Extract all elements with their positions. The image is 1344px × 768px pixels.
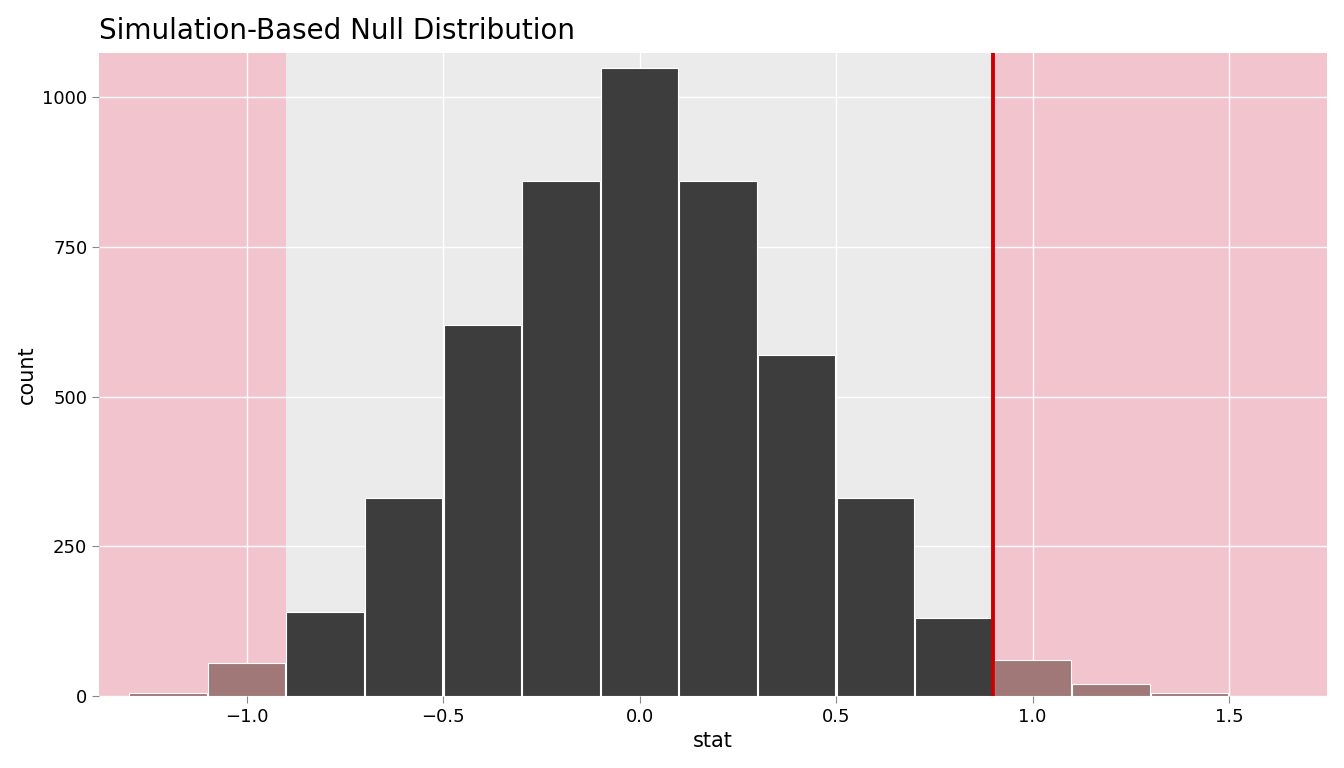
Bar: [758, 355, 836, 696]
Bar: [286, 612, 364, 696]
Bar: [444, 325, 521, 696]
Bar: [208, 663, 285, 696]
Bar: [1150, 693, 1228, 696]
Bar: [680, 181, 757, 696]
X-axis label: stat: stat: [694, 731, 734, 751]
Bar: [1073, 684, 1150, 696]
Bar: [993, 52, 1328, 696]
Bar: [837, 498, 914, 696]
Bar: [915, 618, 993, 696]
Text: Simulation-Based Null Distribution: Simulation-Based Null Distribution: [99, 17, 575, 45]
Y-axis label: count: count: [16, 345, 36, 403]
Bar: [993, 660, 1071, 696]
Bar: [523, 181, 599, 696]
Bar: [366, 498, 442, 696]
Bar: [601, 68, 679, 696]
Bar: [129, 693, 207, 696]
Bar: [99, 52, 286, 696]
